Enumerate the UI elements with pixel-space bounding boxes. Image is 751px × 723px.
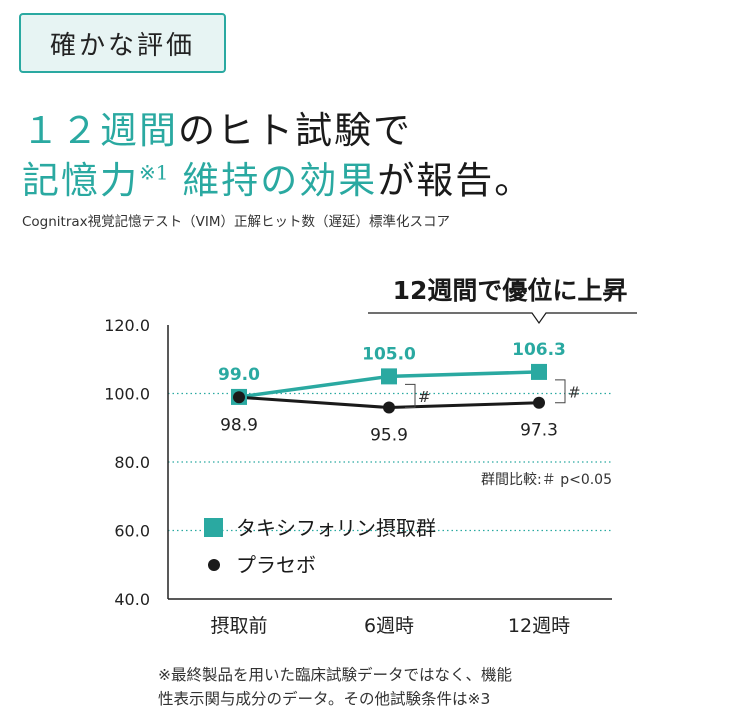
data-label-taxifolin: 99.0 — [218, 365, 260, 385]
y-tick-label: 100.0 — [104, 385, 150, 404]
y-tick-label: 120.0 — [104, 316, 150, 335]
headline-line-2: 記憶力※1 維持の効果が報告。 — [22, 150, 533, 204]
data-point-taxifolin — [381, 368, 397, 385]
x-tick-label: 6週時 — [364, 615, 414, 637]
significance-note: 群間比較:＃ p<0.05 — [481, 472, 612, 488]
chart-subtitle: Cognitrax視覚記憶テスト（VIM）正解ヒット数（遅延）標準化スコア — [22, 214, 451, 230]
section-badge: 確かな評価 — [19, 13, 226, 73]
legend-label-placebo: プラセボ — [236, 553, 316, 577]
footnote-line-1: ※最終製品を用いた臨床試験データではなく、機能 — [158, 666, 512, 684]
footnote: ※最終製品を用いた臨床試験データではなく、機能 性表示関与成分のデータ。その他試… — [158, 663, 628, 711]
headline-line2-segment: 維持の効果 — [168, 159, 378, 202]
headline-line2-segment: 記憶力 — [22, 159, 139, 202]
x-tick-label: 摂取前 — [210, 615, 267, 637]
significance-mark: # — [418, 388, 431, 406]
data-point-taxifolin — [531, 363, 547, 380]
legend-marker-taxifolin — [204, 518, 223, 537]
footnote-line-2: 性表示関与成分のデータ。その他試験条件は※3 — [158, 690, 491, 708]
headline-line1-segment: １２週間 — [22, 109, 178, 152]
data-label-placebo: 95.9 — [370, 426, 408, 446]
data-label-taxifolin: 105.0 — [362, 344, 416, 364]
y-tick-label: 40.0 — [114, 590, 150, 609]
data-point-placebo — [533, 396, 545, 409]
data-point-placebo — [383, 401, 395, 414]
x-tick-label: 12週時 — [508, 615, 570, 637]
significance-bracket — [405, 383, 416, 409]
significance-bracket — [555, 379, 566, 404]
callout-text: 12週間で優位に上昇 — [393, 276, 628, 305]
headline-line2-segment: ※1 — [139, 160, 169, 185]
callout-pointer — [368, 312, 637, 325]
headline-line1-segment: のヒト試験で — [178, 109, 412, 152]
headline-line2-segment: が報告。 — [377, 159, 534, 202]
legend-marker-placebo — [208, 559, 220, 571]
headline-line-1: １２週間のヒト試験で — [22, 100, 412, 154]
data-point-placebo — [233, 391, 245, 404]
data-label-placebo: 97.3 — [520, 421, 558, 441]
y-tick-label: 80.0 — [114, 453, 150, 472]
legend-label-taxifolin: タキシフォリン摂取群 — [236, 516, 436, 540]
y-tick-label: 60.0 — [114, 522, 150, 541]
significance-mark: # — [568, 383, 581, 401]
data-label-placebo: 98.9 — [220, 415, 258, 435]
data-label-taxifolin: 106.3 — [512, 340, 566, 360]
